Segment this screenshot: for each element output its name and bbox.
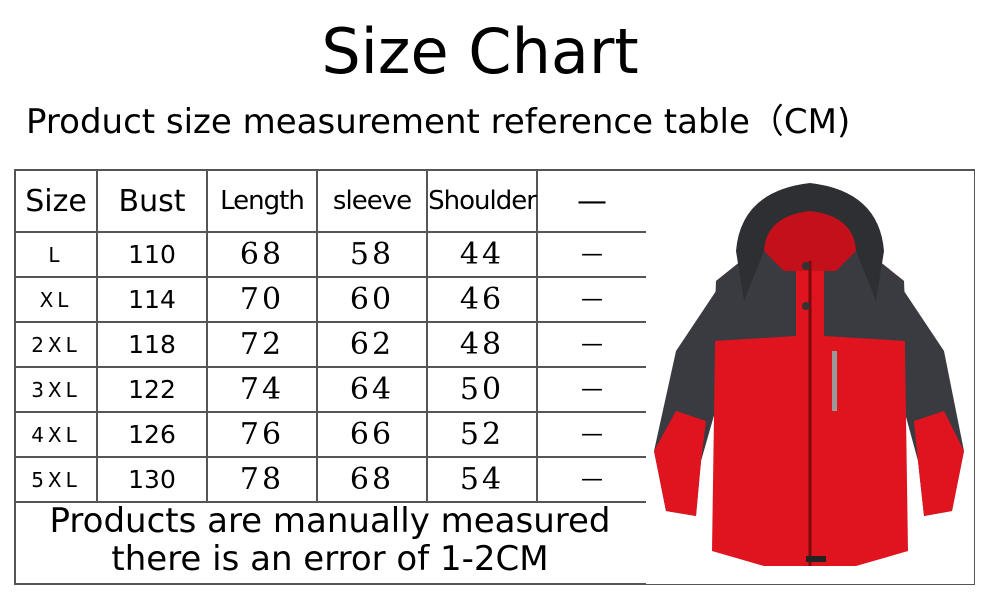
table-row: 5XL 130 78 68 54— [14, 456, 648, 503]
cell-size: L [14, 231, 98, 278]
measurement-note: Products are manually measured there is … [16, 502, 644, 584]
header-blank: — [536, 169, 648, 233]
table-header-row: Size Bust Length sleeve Shoulder — [14, 169, 648, 233]
cell-sleeve: 58 [316, 231, 428, 278]
jacket-image [646, 171, 974, 584]
left-sleeve-red [654, 411, 706, 516]
cell-length: 74 [206, 366, 318, 413]
cell-shoulder: 48 [426, 321, 538, 368]
page-title: Size Chart [321, 15, 639, 88]
cell-length: 76 [206, 411, 318, 458]
cell-sleeve: 64 [316, 366, 428, 413]
cell-length: 68 [206, 231, 318, 278]
table-row: XL 114 70 60 46— [14, 276, 648, 323]
cell-sleeve: 66 [316, 411, 428, 458]
header-shoulder: Shoulder [426, 169, 538, 233]
cell-bust: 126 [96, 411, 208, 458]
cell-size: 3XL [14, 366, 98, 413]
cell-bust: 122 [96, 366, 208, 413]
table-row: 2XL 118 72 62 48— [14, 321, 648, 368]
cell-size: 4XL [14, 411, 98, 458]
table-row: 3XL 122 74 64 50— [14, 366, 648, 413]
note-line-2: there is an error of 1-2CM [111, 539, 549, 579]
hood [736, 183, 884, 301]
cell-length: 72 [206, 321, 318, 368]
cell-shoulder: 50 [426, 366, 538, 413]
cell-size: XL [14, 276, 98, 323]
cell-length: 70 [206, 276, 318, 323]
pocket-reflective-strip [832, 351, 837, 411]
cell-shoulder: 54 [426, 456, 538, 503]
cell-shoulder: 46 [426, 276, 538, 323]
hood-lining [764, 211, 856, 271]
cell-size: 5XL [14, 456, 98, 503]
left-shoulder-panel [714, 241, 796, 341]
cell-length: 78 [206, 456, 318, 503]
cell-bust: 118 [96, 321, 208, 368]
right-sleeve-red [914, 411, 964, 516]
cell-bust: 114 [96, 276, 208, 323]
cell-blank: — [536, 276, 648, 323]
cell-blank: — [536, 366, 648, 413]
table-row: 4XL 126 76 66 52— [14, 411, 648, 458]
logo-patch [806, 556, 826, 562]
cell-blank: — [536, 231, 648, 278]
cell-sleeve: 62 [316, 321, 428, 368]
header-bust: Bust [96, 169, 208, 233]
cell-blank: — [536, 411, 648, 458]
right-shoulder-panel [824, 241, 906, 341]
cell-sleeve: 60 [316, 276, 428, 323]
cell-bust: 110 [96, 231, 208, 278]
button [802, 262, 810, 270]
header-sleeve: sleeve [316, 169, 428, 233]
cell-shoulder: 44 [426, 231, 538, 278]
header-length: Length [206, 169, 318, 233]
note-line-1: Products are manually measured [49, 501, 611, 541]
size-table: Size Bust Length sleeve Shoulder — L 110 6… [14, 169, 648, 503]
subtitle: Product size measurement reference table… [26, 102, 851, 142]
jacket-illustration [654, 183, 964, 566]
header-size: Size [14, 169, 98, 233]
button [802, 302, 810, 310]
cell-shoulder: 52 [426, 411, 538, 458]
table-row: L 110 68 58 44— [14, 231, 648, 278]
cell-sleeve: 68 [316, 456, 428, 503]
cell-bust: 130 [96, 456, 208, 503]
cell-blank: — [536, 321, 648, 368]
cell-size: 2XL [14, 321, 98, 368]
cell-blank: — [536, 456, 648, 503]
